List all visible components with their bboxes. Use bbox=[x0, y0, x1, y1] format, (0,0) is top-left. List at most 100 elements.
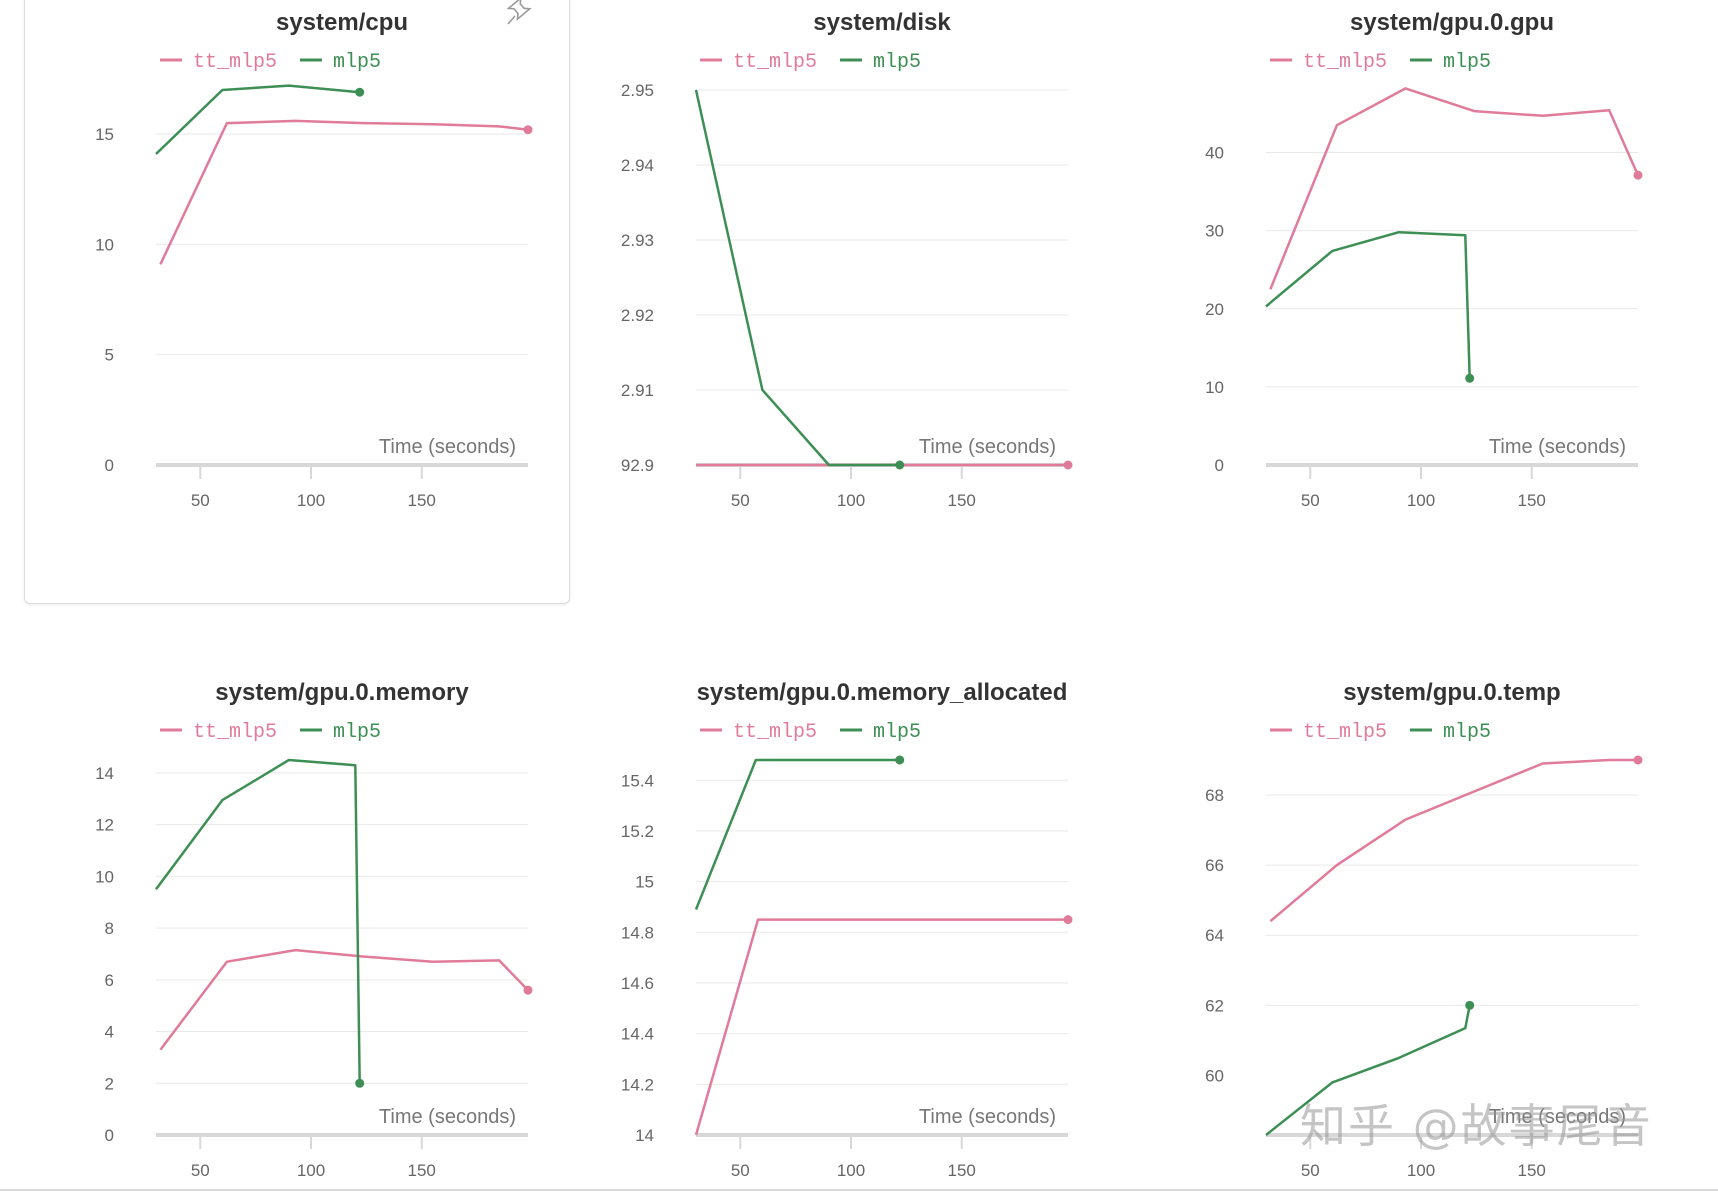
series-line-tt-mlp5 bbox=[694, 918, 1068, 1136]
x-tick-label: 150 bbox=[1518, 1161, 1546, 1180]
y-tick-label: 15.4 bbox=[621, 771, 654, 790]
chart-panel-system-gpu-0-gpu[interactable]: system/gpu.0.gpu tt_mlp5 mlp5 0 10 20 30 40 50 10… bbox=[1190, 0, 1710, 570]
y-tick-label: 14 bbox=[95, 764, 114, 783]
legend-label-mlp5: mlp5 bbox=[333, 721, 381, 744]
x-axis-label: Time (seconds) bbox=[379, 436, 516, 458]
y-tick-label: 2 bbox=[105, 1074, 114, 1093]
y-tick-label: 6 bbox=[105, 971, 114, 990]
x-axis-label: Time (seconds) bbox=[379, 1106, 516, 1128]
series-endpoint-mlp5 bbox=[355, 87, 365, 97]
legend-label-tt-mlp5: tt_mlp5 bbox=[193, 51, 277, 74]
y-tick-label: 10 bbox=[95, 235, 114, 254]
y-tick-label: 66 bbox=[1205, 856, 1224, 875]
legend-label-mlp5: mlp5 bbox=[1443, 721, 1491, 744]
y-tick-label: 92.92 bbox=[620, 306, 654, 325]
x-tick-label: 50 bbox=[191, 491, 210, 510]
chart-panel-system-gpu-0-memory-allocated[interactable]: system/gpu.0.memory_allocated tt_mlp5 mlp5… bbox=[620, 670, 1140, 1191]
pin-icon[interactable] bbox=[502, 0, 536, 28]
series-line-mlp5 bbox=[694, 89, 900, 467]
legend-label-mlp5: mlp5 bbox=[873, 51, 921, 74]
y-tick-label: 40 bbox=[1205, 144, 1224, 163]
chart-title: system/gpu.0.memory bbox=[215, 679, 469, 706]
y-tick-label: 10 bbox=[1205, 378, 1224, 397]
series-line-tt-mlp5 bbox=[159, 948, 529, 1051]
chart-svg-system-gpu-0-memory-allocated: system/gpu.0.memory_allocated tt_mlp5 mlp5… bbox=[621, 679, 1073, 1180]
y-tick-label: 0 bbox=[1215, 456, 1224, 475]
y-tick-label: 20 bbox=[1205, 300, 1224, 319]
legend-label-mlp5: mlp5 bbox=[1443, 51, 1491, 74]
chart-svg-system-disk: system/disk tt_mlp5 mlp5 92.9 92.91 92.92 92.9… bbox=[620, 9, 1073, 510]
chart-title: system/gpu.0.temp bbox=[1343, 679, 1560, 706]
chart-panel-system-cpu[interactable]: system/cpu tt_mlp5 mlp5 0 5 10 15 50 100 150 Time … bbox=[80, 0, 600, 570]
watermark-text: 知乎 @故事尾音 bbox=[1300, 1099, 1653, 1153]
y-tick-label: 14 bbox=[635, 1126, 654, 1145]
chart-panel-system-gpu-0-memory[interactable]: system/gpu.0.memory tt_mlp5 mlp5 0 2 4 6 8 10 12 1… bbox=[80, 670, 600, 1191]
y-tick-label: 0 bbox=[105, 456, 114, 475]
x-tick-label: 150 bbox=[408, 491, 436, 510]
legend-label-tt-mlp5: tt_mlp5 bbox=[1303, 51, 1387, 74]
x-tick-label: 150 bbox=[1518, 491, 1546, 510]
series-endpoint-tt-mlp5 bbox=[1633, 170, 1643, 180]
series-endpoint-mlp5 bbox=[895, 460, 905, 470]
y-tick-label: 92.94 bbox=[620, 156, 654, 175]
y-tick-label: 14.4 bbox=[621, 1025, 654, 1044]
chart-svg-system-gpu-0-temp: system/gpu.0.temp tt_mlp5 mlp5 60 62 64 66 68 50… bbox=[1205, 679, 1643, 1180]
chart-panel-system-disk[interactable]: system/disk tt_mlp5 mlp5 92.9 92.91 92.92 92.9… bbox=[620, 0, 1140, 570]
x-axis-label: Time (seconds) bbox=[919, 1106, 1056, 1128]
series-line-mlp5 bbox=[694, 758, 900, 910]
legend-label-tt-mlp5: tt_mlp5 bbox=[733, 51, 817, 74]
y-tick-label: 0 bbox=[105, 1126, 114, 1145]
x-axis-label: Time (seconds) bbox=[1489, 1106, 1626, 1128]
x-tick-label: 100 bbox=[837, 491, 865, 510]
series-endpoint-tt-mlp5 bbox=[1063, 915, 1073, 925]
series-line-tt-mlp5 bbox=[159, 119, 529, 265]
legend-label-mlp5: mlp5 bbox=[333, 51, 381, 74]
y-tick-label: 14.2 bbox=[621, 1075, 654, 1094]
y-tick-label: 5 bbox=[105, 346, 114, 365]
y-tick-label: 92.91 bbox=[620, 381, 654, 400]
series-endpoint-mlp5 bbox=[355, 1078, 365, 1088]
x-axis-label: Time (seconds) bbox=[919, 436, 1056, 458]
page-bottom-divider bbox=[0, 1189, 1718, 1191]
x-tick-label: 100 bbox=[1407, 491, 1435, 510]
y-tick-label: 64 bbox=[1205, 926, 1224, 945]
y-tick-label: 30 bbox=[1205, 222, 1224, 241]
chart-title: system/gpu.0.gpu bbox=[1350, 9, 1554, 36]
x-tick-label: 50 bbox=[1301, 1161, 1320, 1180]
y-tick-label: 15 bbox=[635, 873, 654, 892]
series-line-tt-mlp5 bbox=[1269, 87, 1640, 290]
x-tick-label: 100 bbox=[837, 1161, 865, 1180]
x-tick-label: 100 bbox=[1407, 1161, 1435, 1180]
series-endpoint-mlp5 bbox=[895, 755, 905, 765]
series-endpoint-mlp5 bbox=[1465, 1000, 1475, 1010]
x-tick-label: 50 bbox=[731, 491, 750, 510]
legend-label-tt-mlp5: tt_mlp5 bbox=[733, 721, 817, 744]
series-line-mlp5 bbox=[1265, 230, 1471, 379]
series-endpoint-tt-mlp5 bbox=[1633, 755, 1643, 765]
y-tick-label: 4 bbox=[105, 1023, 114, 1042]
chart-title: system/cpu bbox=[276, 9, 408, 36]
chart-title: system/disk bbox=[813, 9, 951, 36]
x-axis-label: Time (seconds) bbox=[1489, 436, 1626, 458]
y-tick-label: 68 bbox=[1205, 786, 1224, 805]
y-tick-label: 92.93 bbox=[620, 231, 654, 250]
series-endpoint-tt-mlp5 bbox=[523, 125, 533, 135]
chart-panel-system-gpu-0-temp[interactable]: system/gpu.0.temp tt_mlp5 mlp5 60 62 64 66 68 50… bbox=[1190, 670, 1710, 1191]
selected-panel-card[interactable] bbox=[24, 0, 570, 604]
x-tick-label: 150 bbox=[948, 1161, 976, 1180]
y-tick-label: 92.95 bbox=[620, 81, 654, 100]
chart-svg-system-gpu-0-gpu: system/gpu.0.gpu tt_mlp5 mlp5 0 10 20 30 40 50 10… bbox=[1205, 9, 1643, 510]
y-tick-label: 10 bbox=[95, 867, 114, 886]
y-tick-label: 8 bbox=[105, 919, 114, 938]
y-tick-label: 62 bbox=[1205, 996, 1224, 1015]
series-line-tt-mlp5 bbox=[1269, 758, 1638, 923]
x-tick-label: 50 bbox=[1301, 491, 1320, 510]
series-endpoint-tt-mlp5 bbox=[1063, 460, 1073, 470]
chart-svg-system-gpu-0-memory: system/gpu.0.memory tt_mlp5 mlp5 0 2 4 6 8 10 12 1… bbox=[95, 679, 533, 1180]
x-tick-label: 150 bbox=[948, 491, 976, 510]
y-tick-label: 14.8 bbox=[621, 923, 654, 942]
x-tick-label: 150 bbox=[408, 1161, 436, 1180]
series-line-mlp5 bbox=[1265, 1005, 1471, 1136]
legend-label-tt-mlp5: tt_mlp5 bbox=[1303, 721, 1387, 744]
y-tick-label: 60 bbox=[1205, 1066, 1224, 1085]
